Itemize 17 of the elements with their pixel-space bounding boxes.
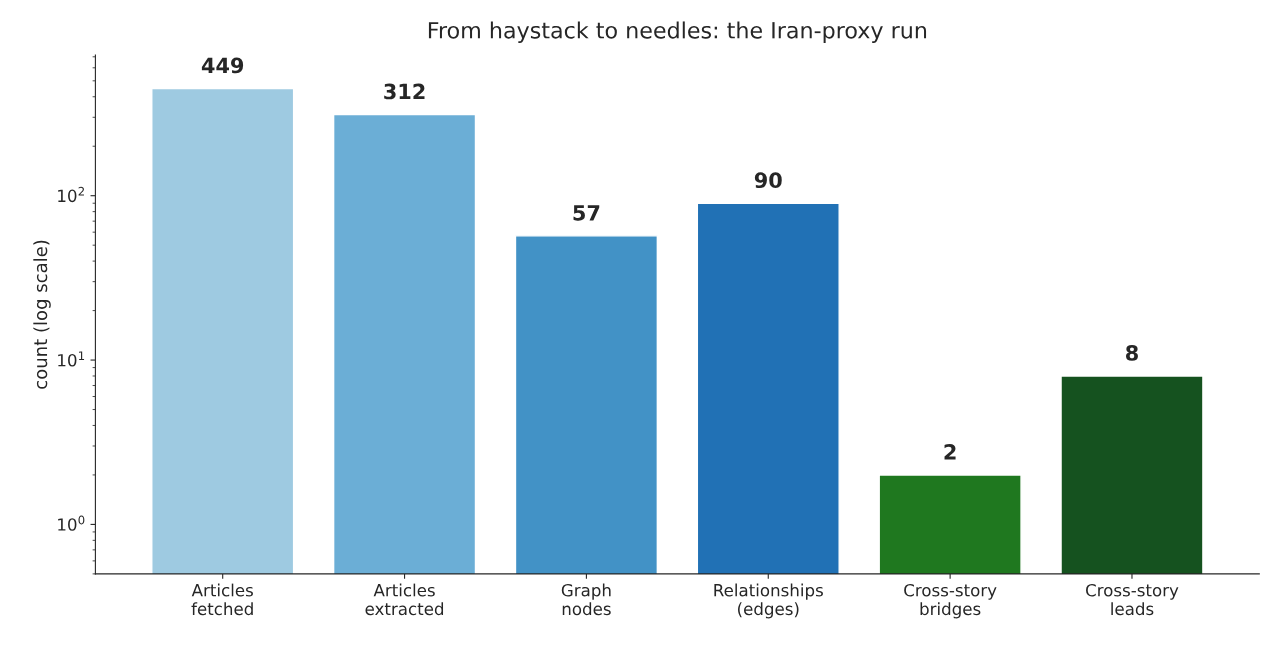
x-tick-label: Articles extracted (365, 583, 444, 616)
x-tick-label: Graph nodes (561, 583, 611, 616)
y-tick-label: 10$^{2}$ (58, 186, 84, 203)
x-tick-label: Cross-story leads (1086, 583, 1179, 616)
data-label: 8 (1126, 345, 1138, 361)
y-tick-label: 10$^{0}$ (58, 515, 85, 531)
x-tick-label: Cross-story bridges (904, 583, 997, 619)
y-axis-title: count (log scale) (33, 240, 51, 389)
x-tick-label: Relationships (edges) (714, 583, 823, 619)
data-label: 2 (944, 444, 956, 460)
data-label: 449 (201, 57, 244, 74)
data-label: 312 (384, 83, 425, 100)
data-label: 90 (754, 172, 782, 189)
chart-title: From haystack to needles: the Iran-proxy run (428, 21, 927, 43)
data-label: 57 (573, 205, 600, 221)
x-tick-label: Articles fetched (191, 583, 253, 616)
y-tick-label: 10$^{1}$ (58, 351, 85, 367)
